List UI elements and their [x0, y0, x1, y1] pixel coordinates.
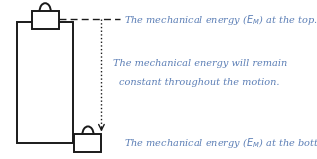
- Bar: [32, 11, 59, 29]
- Text: The mechanical energy ($E_M$) at the bottom.: The mechanical energy ($E_M$) at the bot…: [124, 136, 317, 150]
- Text: constant throughout the motion.: constant throughout the motion.: [120, 78, 280, 87]
- FancyBboxPatch shape: [17, 22, 73, 143]
- Text: The mechanical energy ($E_M$) at the top.: The mechanical energy ($E_M$) at the top…: [124, 13, 317, 27]
- Bar: [74, 134, 101, 152]
- Text: The mechanical energy will remain: The mechanical energy will remain: [113, 59, 287, 68]
